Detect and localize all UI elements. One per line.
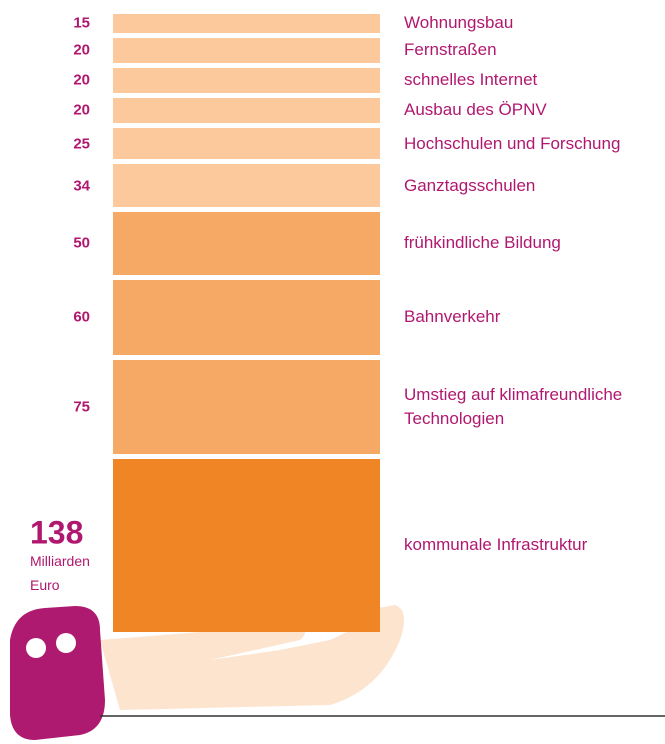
value-label: 20 xyxy=(50,102,90,119)
value-label: 138 xyxy=(30,515,83,552)
category-label: kommunale Infrastruktur xyxy=(404,533,662,557)
category-label: Ganztagsschulen xyxy=(404,174,662,198)
category-label: Hochschulen und Forschung xyxy=(404,132,662,156)
category-label: Umstieg auf klimafreundliche Technologie… xyxy=(404,383,662,431)
figure-eye xyxy=(26,638,46,658)
bar-segment xyxy=(113,212,380,275)
bar-segment xyxy=(113,280,380,355)
bar-segment xyxy=(113,164,380,207)
value-label: 60 xyxy=(50,309,90,326)
value-label: 25 xyxy=(50,135,90,152)
value-label: 20 xyxy=(50,42,90,59)
bar-segment xyxy=(113,38,380,63)
category-label: Ausbau des ÖPNV xyxy=(404,98,662,122)
figure xyxy=(10,606,105,740)
category-label: Fernstraßen xyxy=(404,38,662,62)
bar-segment xyxy=(113,128,380,159)
bar-segment xyxy=(113,459,380,632)
value-label: 15 xyxy=(50,15,90,32)
bar-segment xyxy=(113,360,380,454)
value-label: 34 xyxy=(50,177,90,194)
category-label: schnelles Internet xyxy=(404,68,662,92)
category-label: Wohnungsbau xyxy=(404,11,662,35)
value-label: 20 xyxy=(50,72,90,89)
chart: kommunale Infrastruktur 138Milliarden Euro… xyxy=(0,0,665,744)
category-label: frühkindliche Bildung xyxy=(404,231,662,255)
bar-segment xyxy=(113,68,380,93)
category-label: Bahnverkehr xyxy=(404,305,662,329)
unit-label: Milliarden xyxy=(30,553,90,569)
figure-eye xyxy=(56,633,76,653)
value-label: 50 xyxy=(50,235,90,252)
value-label: 75 xyxy=(50,398,90,415)
unit-label: Euro xyxy=(30,577,60,593)
bar-segment xyxy=(113,14,380,33)
bar-segment xyxy=(113,98,380,123)
